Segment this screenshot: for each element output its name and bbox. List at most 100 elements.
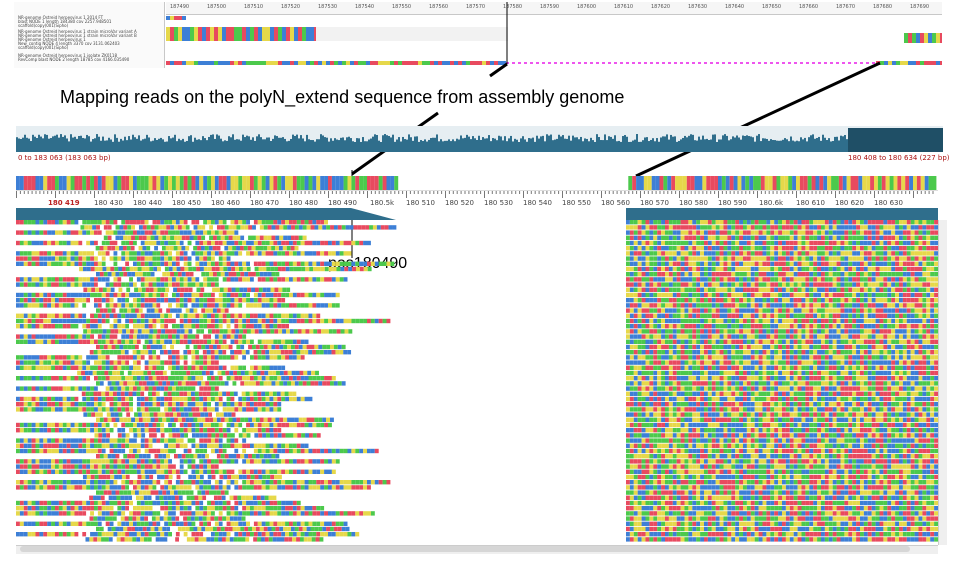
read-base-cell <box>672 277 677 282</box>
read-base-cell <box>172 251 176 256</box>
read-base-cell <box>774 308 779 313</box>
read-base-cell <box>809 256 814 261</box>
top-sequence-name[interactable]: NR-genome Ostreid herpesvirus 1 isolate … <box>18 53 118 58</box>
read-base-cell <box>136 350 141 355</box>
read-base-cell <box>727 318 732 324</box>
read-base-cell <box>875 298 880 303</box>
read-base-cell <box>228 246 233 251</box>
read-base-cell <box>232 235 237 240</box>
read-base-cell <box>344 266 349 272</box>
read-base-cell <box>805 266 810 272</box>
read-base-cell <box>144 334 149 339</box>
ruler-tick <box>569 191 571 194</box>
ruler-tick <box>745 191 747 194</box>
read-base-cell <box>774 230 779 235</box>
top-sequence-name[interactable]: NR-genome Ostreid herpesvirus 1 <box>18 37 86 42</box>
read-base-cell <box>239 329 244 334</box>
read-base-cell <box>172 266 177 272</box>
read-base-cell <box>105 298 110 303</box>
read-base-cell <box>723 266 728 272</box>
consensus-base-cell <box>382 176 387 190</box>
read-base-cell <box>817 287 821 292</box>
read-base-cell <box>175 339 180 344</box>
read-base-cell <box>700 324 704 329</box>
mapped-reads-area[interactable] <box>16 220 938 545</box>
top-base-cell <box>178 61 182 65</box>
coverage-bar <box>492 138 494 152</box>
read-base-cell <box>195 334 200 339</box>
read-base-cell <box>187 256 192 261</box>
read-base-cell <box>782 303 786 308</box>
read-base-cell <box>376 225 381 230</box>
read-base-cell <box>856 266 860 272</box>
read-base-cell <box>688 292 693 298</box>
read-base-cell <box>899 287 903 292</box>
top-sequence-name[interactable]: NR-genome Ostreid herpesvirus 1 strain m… <box>18 29 137 34</box>
read-base-cell <box>189 235 194 240</box>
read-base-cell <box>758 329 763 334</box>
read-base-cell <box>746 339 751 344</box>
position-ruler[interactable]: 180 419 180 430 180 440 180 450 180 460 … <box>16 190 938 209</box>
read-base-cell <box>743 256 747 261</box>
read-base-cell <box>203 256 208 261</box>
genome-overview-coverage[interactable] <box>16 126 943 152</box>
ruler-tick <box>316 191 318 194</box>
read-base-cell <box>793 256 798 261</box>
ruler-tick <box>550 191 552 194</box>
read-base-cell <box>770 339 775 344</box>
read-base-cell <box>883 235 888 240</box>
ruler-tick <box>51 191 53 194</box>
read-base-cell <box>906 235 911 240</box>
read-base-cell <box>860 246 864 251</box>
read-base-cell <box>688 225 693 230</box>
read-base-cell <box>770 334 775 339</box>
ruler-label: 180 430 <box>94 199 123 207</box>
read-base-cell <box>87 329 91 334</box>
read-base-cell <box>91 287 96 292</box>
coverage-bar <box>318 139 320 152</box>
read-base-cell <box>207 298 211 303</box>
read-base-cell <box>114 266 119 272</box>
read-base-cell <box>31 256 36 261</box>
read-base-cell <box>197 308 202 313</box>
read-base-cell <box>665 277 669 282</box>
read-base-cell <box>657 334 662 339</box>
read-base-cell <box>914 251 919 256</box>
read-base-cell <box>700 251 704 256</box>
read-base-cell <box>90 298 94 303</box>
coverage-bar <box>270 141 272 152</box>
read-base-cell <box>661 230 665 235</box>
read-base-cell <box>863 292 868 298</box>
read-base-cell <box>312 318 317 324</box>
read-base-cell <box>719 298 724 303</box>
top-sequence-name[interactable]: scaffold(copy)001(Sipho) <box>18 23 69 28</box>
coverage-bar <box>592 140 594 152</box>
coverage-bar <box>220 138 222 152</box>
read-base-cell <box>257 261 262 266</box>
read-base-cell <box>226 240 231 246</box>
read-base-cell <box>731 334 736 339</box>
top-sequence-name[interactable]: RevComp blast NODE 2 length 18785 cov 41… <box>18 57 130 62</box>
read-base-cell <box>762 266 767 272</box>
read-base-cell <box>700 240 704 246</box>
read-base-cell <box>824 240 829 246</box>
read-base-cell <box>633 240 638 246</box>
read-base-cell <box>626 303 630 308</box>
read-base-cell <box>181 225 186 230</box>
coverage-bar <box>634 139 636 152</box>
top-sequence-name[interactable]: New_contig NODE 4 length 3370 cov 3131.0… <box>18 41 120 46</box>
read-base-cell <box>257 313 262 318</box>
read-base-cell <box>844 313 849 318</box>
top-sequence-name[interactable]: NR-genome Ostreid herpesvirus 1 2014 FT <box>18 15 104 20</box>
read-base-cell <box>66 339 71 344</box>
read-base-cell <box>86 251 91 256</box>
read-base-cell <box>82 292 87 298</box>
read-base-cell <box>906 329 911 334</box>
top-sequence-name[interactable]: scaffold(copy)001(Sipho) <box>18 45 69 50</box>
top-sequence-name[interactable]: NR-genome Ostreid herpesvirus 1 strain m… <box>18 33 137 38</box>
top-base-cell <box>924 61 928 65</box>
read-base-cell <box>778 334 782 339</box>
read-base-cell <box>101 261 106 266</box>
top-sequence-name[interactable]: blast NODE 1 length 184380 cov 2257.9485… <box>18 19 112 24</box>
consensus-sequence-track[interactable] <box>16 176 938 190</box>
